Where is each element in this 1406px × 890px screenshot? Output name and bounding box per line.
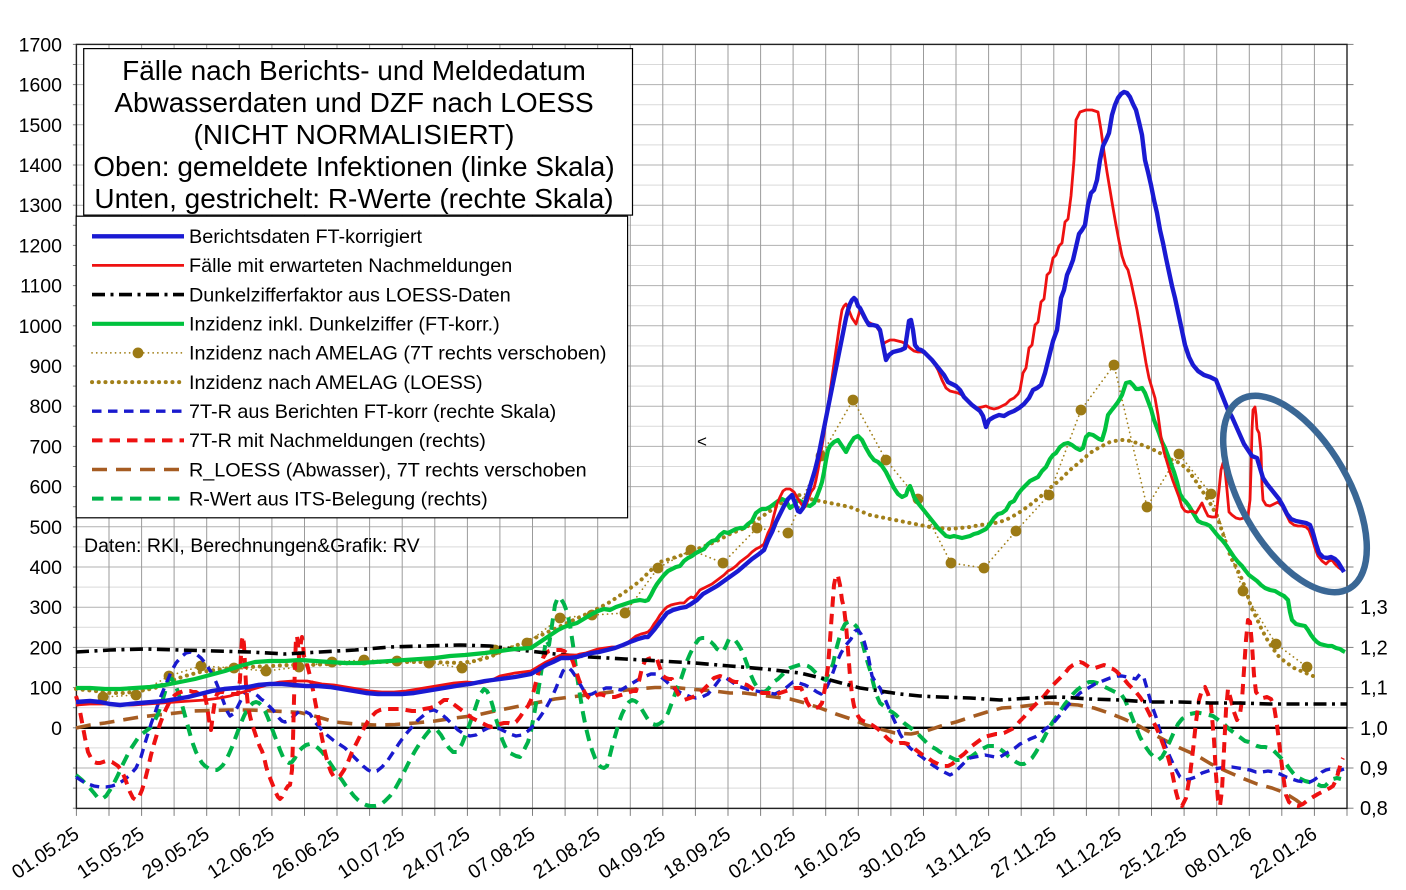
- svg-text:1,2: 1,2: [1360, 637, 1388, 659]
- svg-text:Daten: RKI, Berechnungen&Grafi: Daten: RKI, Berechnungen&Grafik: RV: [84, 535, 420, 557]
- svg-text:0,9: 0,9: [1360, 758, 1388, 780]
- svg-text:300: 300: [29, 597, 62, 619]
- svg-text:1,1: 1,1: [1360, 678, 1388, 700]
- svg-text:600: 600: [29, 477, 62, 499]
- svg-text:1700: 1700: [19, 34, 63, 56]
- svg-text:1100: 1100: [20, 276, 62, 298]
- svg-text:1000: 1000: [19, 316, 63, 338]
- svg-text:Inzidenz inkl. Dunkelziffer (F: Inzidenz inkl. Dunkelziffer (FT-korr.): [189, 314, 500, 336]
- svg-text:7T-R aus Berichten FT-korr (re: 7T-R aus Berichten FT-korr (rechte Skala…: [189, 401, 556, 423]
- svg-text:1500: 1500: [19, 115, 63, 137]
- svg-text:200: 200: [29, 637, 62, 659]
- svg-text:1,3: 1,3: [1360, 597, 1388, 619]
- svg-text:Abwasserdaten und DZF nach LOE: Abwasserdaten und DZF nach LOESS: [114, 87, 593, 118]
- svg-text:700: 700: [29, 436, 62, 458]
- svg-text:1200: 1200: [19, 235, 63, 257]
- svg-text:0,8: 0,8: [1360, 798, 1388, 820]
- svg-text:800: 800: [29, 396, 62, 418]
- svg-text:7T-R mit Nachmeldungen (rechts: 7T-R mit Nachmeldungen (rechts): [189, 430, 486, 452]
- svg-text:1,0: 1,0: [1360, 718, 1388, 740]
- svg-text:R_LOESS (Abwasser), 7T rechts: R_LOESS (Abwasser), 7T rechts verschoben: [189, 459, 587, 481]
- svg-text:1300: 1300: [19, 195, 63, 217]
- svg-text:Fälle mit erwarteten Nachmeldu: Fälle mit erwarteten Nachmeldungen: [189, 255, 512, 277]
- svg-text:Fälle nach Berichts- und Melde: Fälle nach Berichts- und Meldedatum: [122, 55, 586, 86]
- svg-text:400: 400: [29, 557, 62, 579]
- svg-text:R-Wert aus ITS-Belegung (recht: R-Wert aus ITS-Belegung (rechts): [189, 488, 488, 510]
- svg-text:<: <: [697, 432, 707, 451]
- svg-text:0: 0: [51, 718, 62, 740]
- svg-text:100: 100: [29, 678, 62, 700]
- svg-text:1400: 1400: [19, 155, 63, 177]
- svg-text:Unten, gestrichelt: R-Werte (r: Unten, gestrichelt: R-Werte (rechte Skal…: [94, 183, 613, 214]
- svg-text:(NICHT NORMALISIERT): (NICHT NORMALISIERT): [194, 119, 515, 150]
- svg-text:Inzidenz nach AMELAG (LOESS): Inzidenz nach AMELAG (LOESS): [189, 372, 483, 394]
- svg-text:1600: 1600: [19, 75, 63, 97]
- svg-text:500: 500: [29, 517, 62, 539]
- svg-text:900: 900: [29, 356, 62, 378]
- svg-text:Dunkelzifferfaktor aus LOESS-D: Dunkelzifferfaktor aus LOESS-Daten: [189, 284, 511, 306]
- svg-text:Oben: gemeldete Infektionen (l: Oben: gemeldete Infektionen (linke Skala…: [93, 151, 614, 182]
- svg-text:Berichtsdaten FT-korrigiert: Berichtsdaten FT-korrigiert: [189, 226, 423, 248]
- svg-text:Inzidenz nach AMELAG (7T recht: Inzidenz nach AMELAG (7T rechts verschob…: [189, 343, 606, 365]
